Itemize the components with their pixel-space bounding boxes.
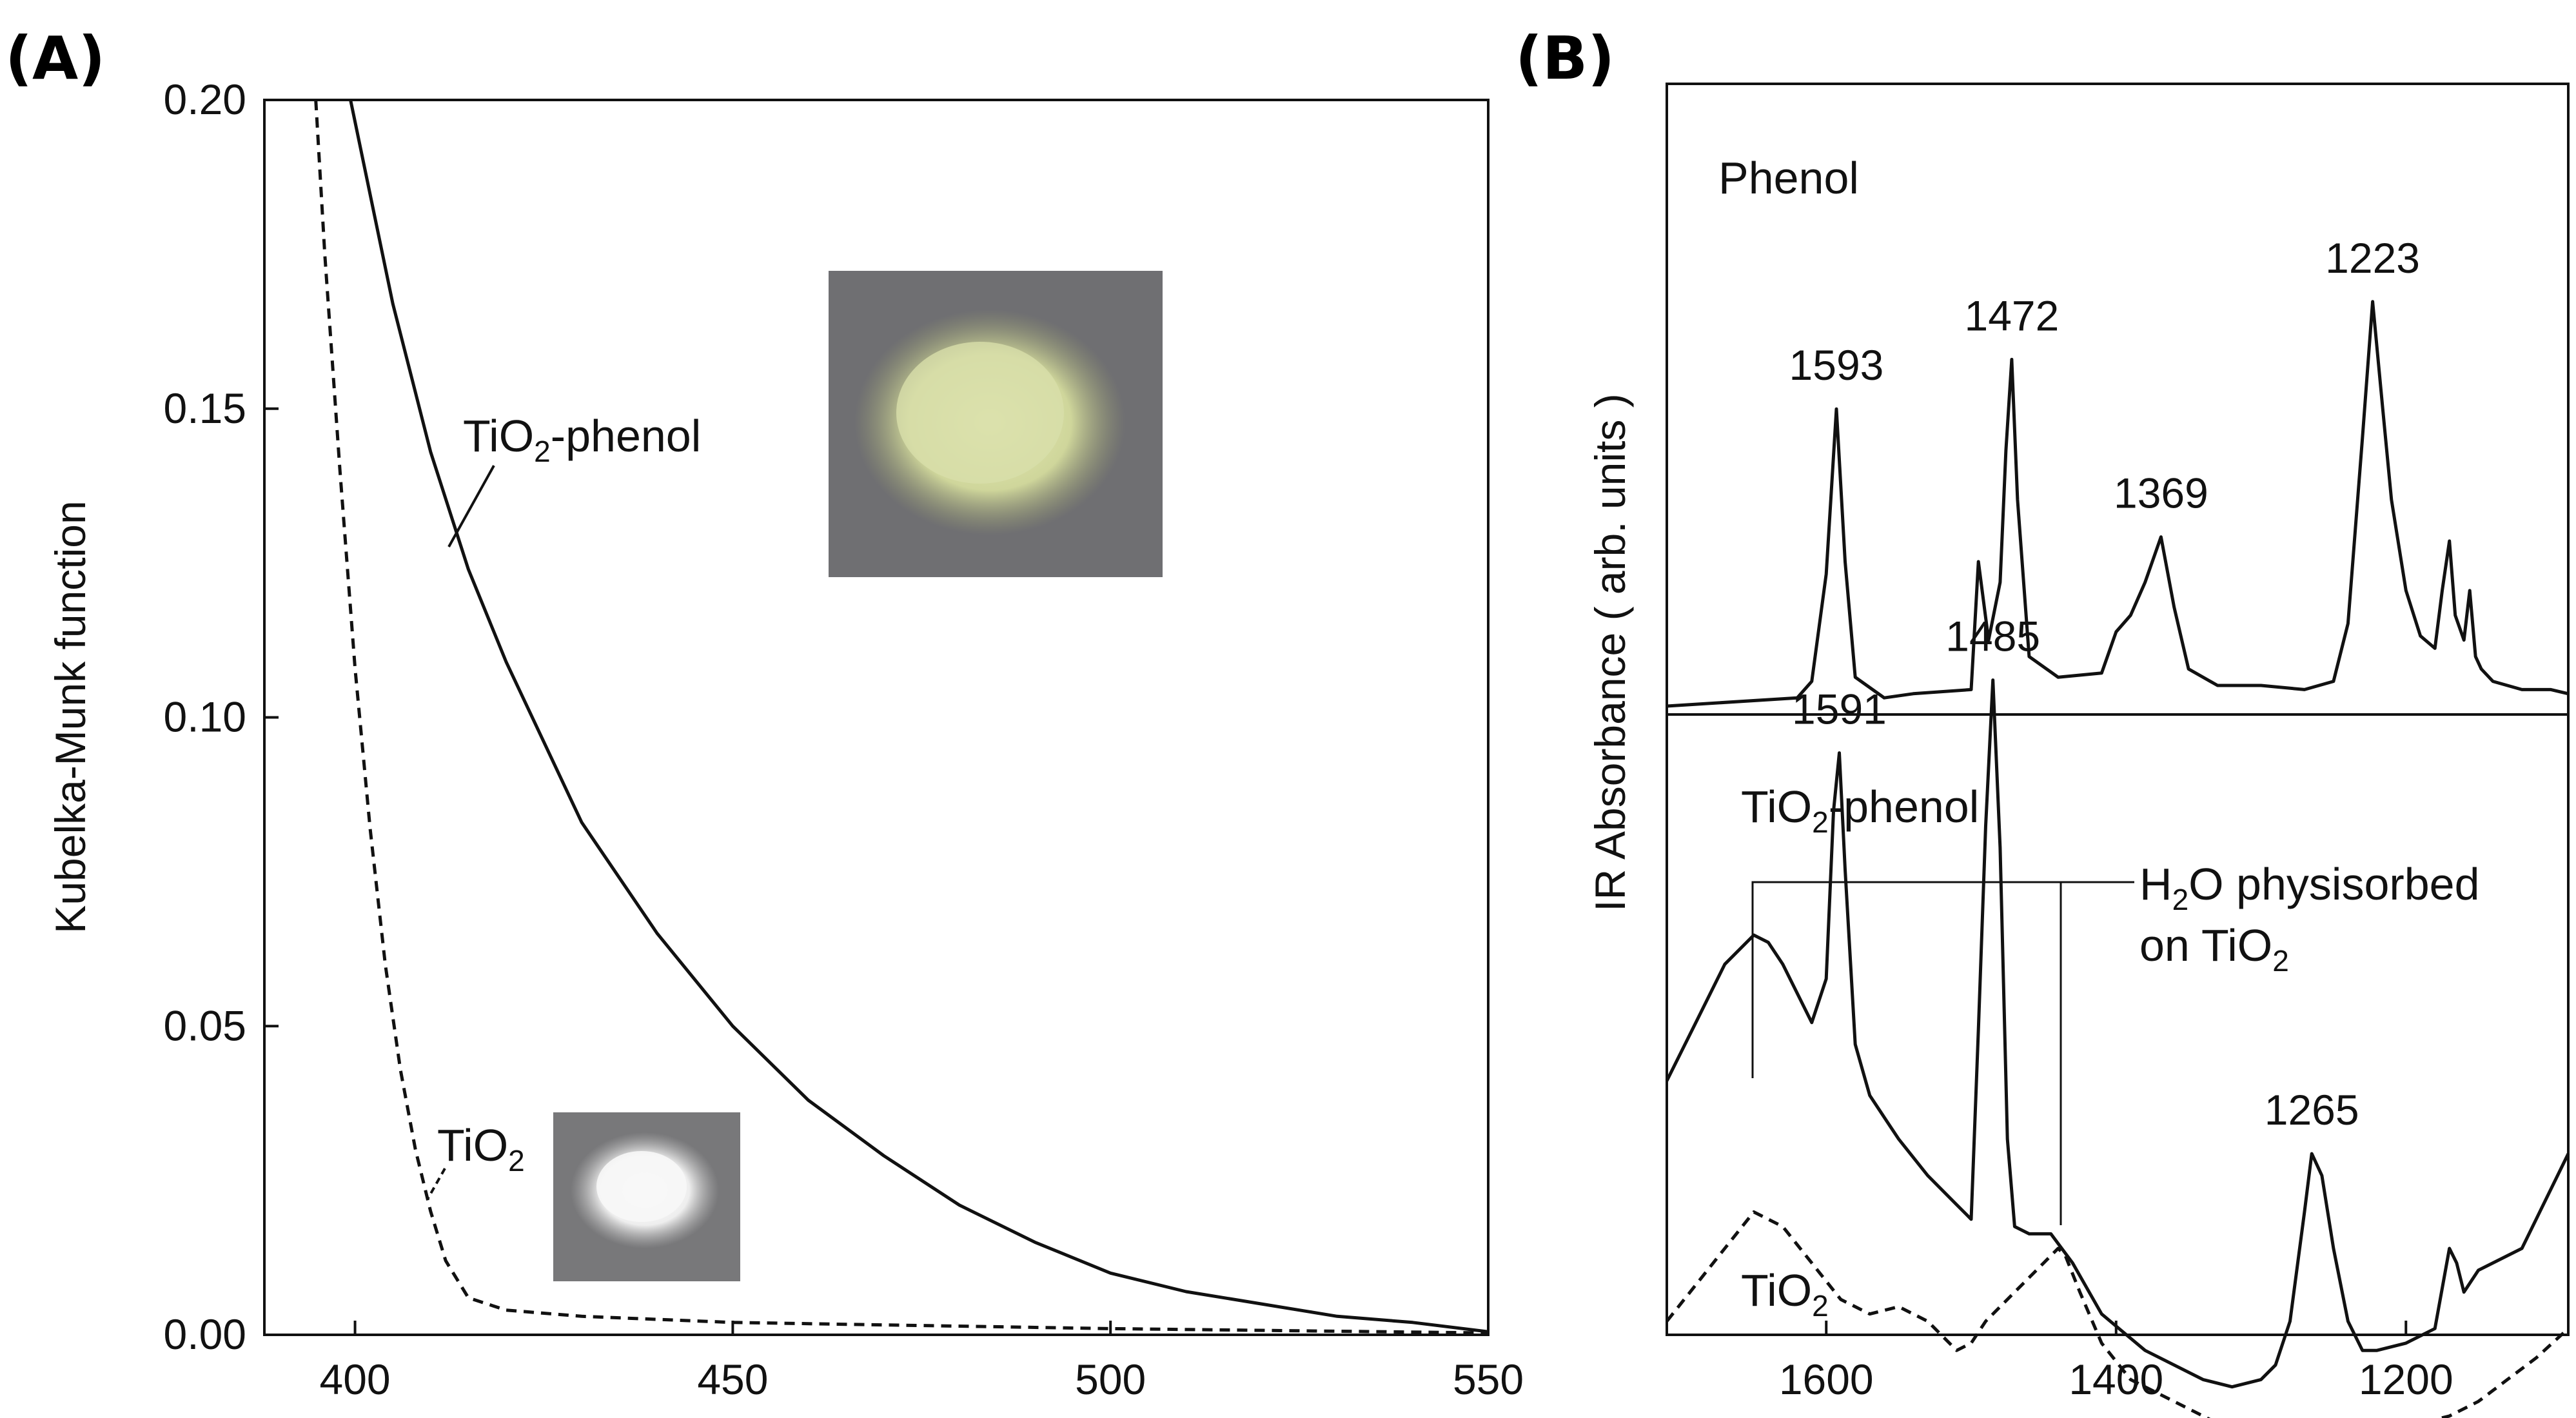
panel-b-peak-labels: 1593 1472 1369 1223 1591 1485 1265 [1789,234,2420,1134]
panel-a-x-tick-label: 500 [1075,1355,1146,1403]
tio2-ir-series-line [1666,1210,2570,1418]
panel-b-x-tick-label: 1400 [2069,1355,2163,1403]
phenol-ir-series-line [1666,300,2569,708]
panel-a-y-tick-label: 0.15 [164,384,246,432]
panel-a-y-tick-label: 0.20 [164,75,246,123]
panel-a-x-tick-label: 450 [697,1355,768,1403]
tio2-phenol-series-line [349,99,1489,1334]
panel-b-x-tick-label: 1200 [2359,1355,2453,1403]
tio2-phenol-ir-series-line [1665,678,2570,1389]
peak-label: 1485 [1945,613,2040,660]
panel-a-curves [314,99,1489,1335]
panel-b-plot-frame [1666,83,2570,1336]
panel-a: (A) Kubelka-Munk function 0.000.050.100.… [5,24,1524,1403]
panel-b-x-tick-label: 1600 [1779,1355,1874,1403]
panel-a-y-tick-label: 0.00 [164,1310,246,1358]
panel-a-x-tick-label: 400 [320,1355,391,1403]
h2o-physisorbed-bracket [1751,881,2134,1225]
tio2-leader-line [427,1168,446,1199]
panel-b-curves [1665,300,2570,1418]
panel-a-y-axis-title: Kubelka-Munk function [46,500,94,933]
tio2-curve-label: TiO2 [437,1120,525,1177]
tio2-dashed-curve-label: TiO2 [1741,1265,1829,1323]
panel-b-axes: 1600 1400 1200 [1779,1321,2453,1403]
panel-a-label: (A) [5,24,105,93]
peak-label: 1591 [1792,685,1887,733]
tio2-phenol-leader-line [447,465,495,547]
panel-b: (B) IR Absorbance ( arb. units ) Phenol … [1515,24,2570,1418]
tio2-phenol-subplot-label: TiO2-phenol [1741,782,1979,839]
peak-label: 1369 [2114,469,2208,517]
panel-a-y-tick-label: 0.05 [164,1001,246,1049]
panel-a-axes: 0.00 0.05 0.10 0.15 0.20 400 450 500 550 [164,75,1524,1403]
peak-label: 1472 [1965,291,2060,339]
tio2-phenol-powder-photo [829,271,1163,577]
h2o-physisorbed-label-line1: H2O physisorbed [2139,859,2480,916]
tio2-phenol-curve-label: TiO2-phenol [463,411,701,468]
peak-label: 1223 [2325,234,2420,282]
peak-label: 1593 [1789,341,1884,389]
panel-a-x-tick-label: 550 [1453,1355,1524,1403]
tio2-series-line [314,99,1489,1335]
h2o-physisorbed-label-line2: on TiO2 [2139,920,2289,978]
panel-a-y-tick-label: 0.10 [164,693,246,741]
peak-label: 1265 [2265,1086,2359,1134]
panel-b-y-axis-title: IR Absorbance ( arb. units ) [1586,393,1634,911]
panel-b-label: (B) [1515,24,1615,93]
tio2-powder-photo [553,1112,740,1281]
phenol-subplot-label: Phenol [1718,153,1859,203]
